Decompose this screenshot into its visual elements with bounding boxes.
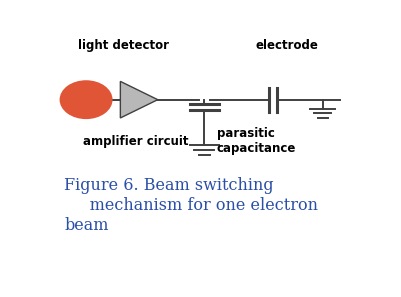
Polygon shape [120,81,157,118]
Text: electrode: electrode [255,39,318,52]
Text: amplifier circuit: amplifier circuit [83,135,188,148]
Text: Figure 6. Beam switching
     mechanism for one electron
beam: Figure 6. Beam switching mechanism for o… [64,177,318,234]
Text: light detector: light detector [78,39,169,52]
Text: parasitic
capacitance: parasitic capacitance [217,127,296,155]
Circle shape [59,80,112,119]
